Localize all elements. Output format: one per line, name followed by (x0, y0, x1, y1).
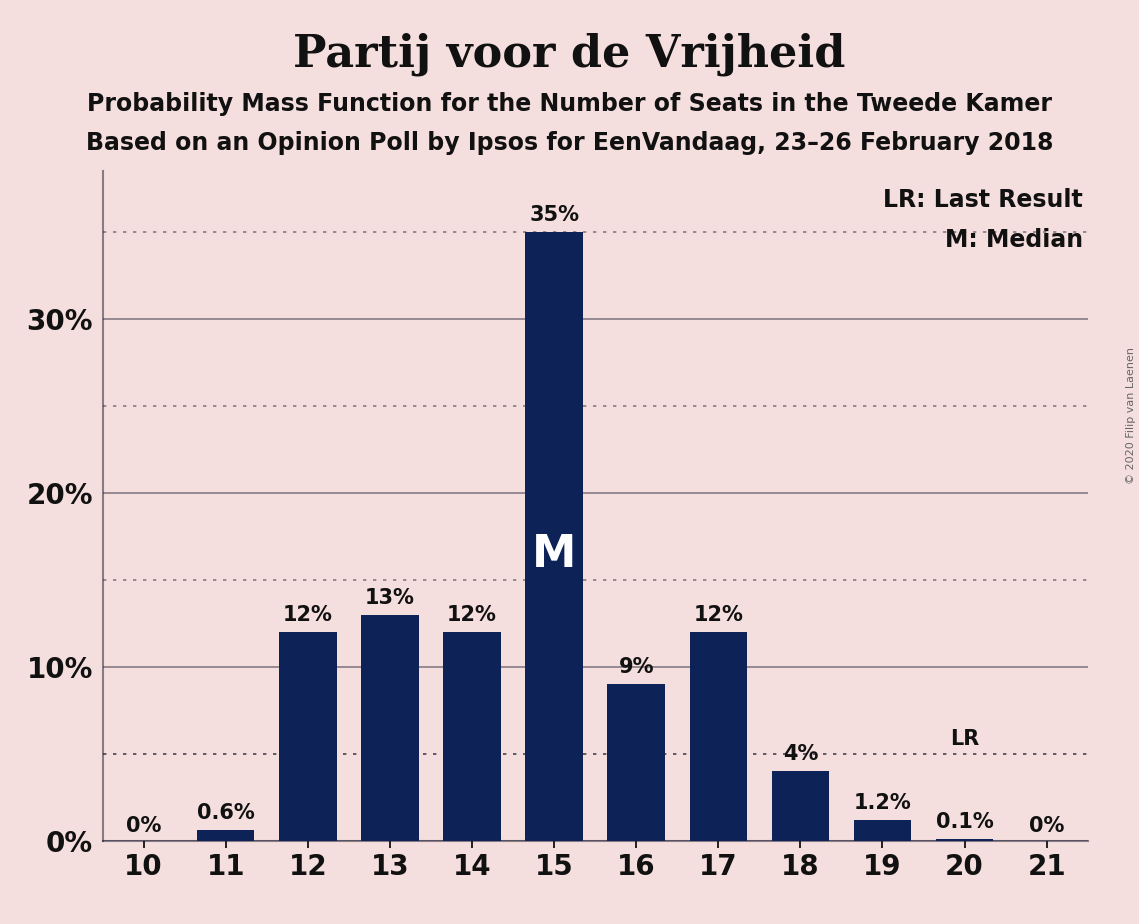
Text: 0.6%: 0.6% (197, 804, 254, 823)
Text: 12%: 12% (282, 605, 333, 625)
Bar (197, 831, 254, 841)
Bar (936, 839, 993, 841)
Text: 0%: 0% (126, 817, 162, 836)
Text: 9%: 9% (618, 657, 654, 677)
Text: © 2020 Filip van Laenen: © 2020 Filip van Laenen (1126, 347, 1136, 484)
Text: 0.1%: 0.1% (936, 812, 993, 833)
Bar (443, 632, 501, 841)
Bar (279, 632, 336, 841)
Text: M: Median: M: Median (944, 228, 1083, 252)
Text: 12%: 12% (446, 605, 497, 625)
Text: 35%: 35% (530, 205, 579, 225)
Text: 0%: 0% (1029, 817, 1064, 836)
Text: 4%: 4% (782, 744, 818, 764)
Bar (854, 820, 911, 841)
Text: Partij voor de Vrijheid: Partij voor de Vrijheid (294, 32, 845, 76)
Bar (689, 632, 747, 841)
Text: 1.2%: 1.2% (853, 793, 911, 813)
Bar (361, 614, 419, 841)
Bar (771, 772, 829, 841)
Bar (607, 685, 665, 841)
Text: Based on an Opinion Poll by Ipsos for EenVandaag, 23–26 February 2018: Based on an Opinion Poll by Ipsos for Ee… (85, 131, 1054, 155)
Text: 13%: 13% (364, 588, 415, 608)
Text: 12%: 12% (694, 605, 744, 625)
Text: Probability Mass Function for the Number of Seats in the Tweede Kamer: Probability Mass Function for the Number… (87, 92, 1052, 116)
Bar (525, 232, 583, 841)
Text: LR: LR (950, 729, 980, 748)
Text: LR: Last Result: LR: Last Result (883, 188, 1083, 212)
Text: M: M (532, 533, 576, 576)
